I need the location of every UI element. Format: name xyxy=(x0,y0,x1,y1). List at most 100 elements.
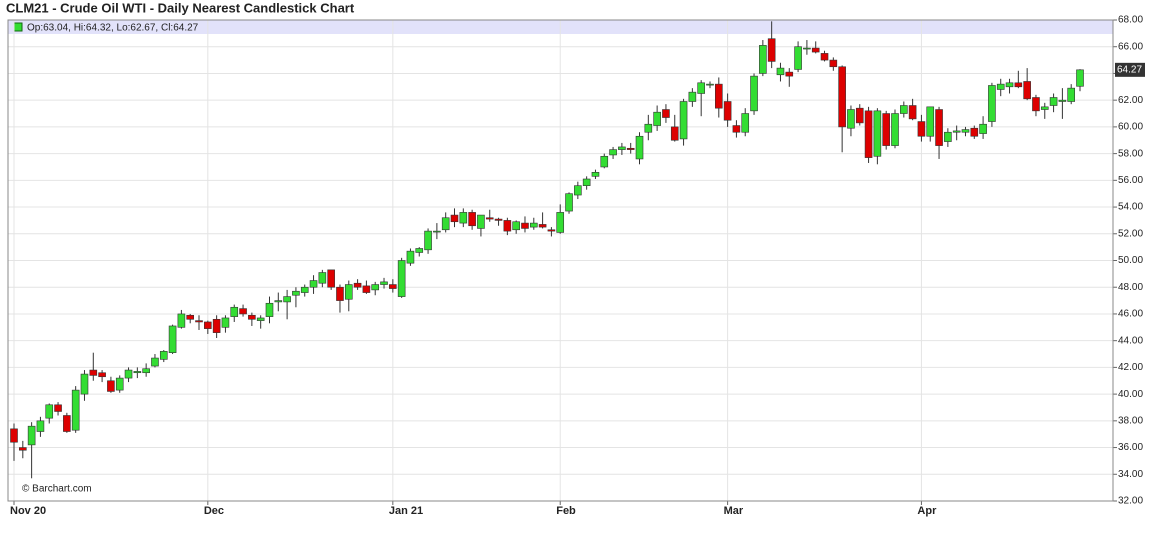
candle-body xyxy=(204,321,212,329)
candle-body xyxy=(759,45,767,74)
y-tick-label: 38.00 xyxy=(1118,415,1143,426)
credit: © Barchart.com xyxy=(22,484,92,495)
candle-body xyxy=(574,185,582,196)
candle-body xyxy=(811,47,820,53)
candle-body xyxy=(239,308,247,315)
candle-body xyxy=(882,113,890,146)
candle-body xyxy=(600,155,609,168)
y-tick-label: 60.00 xyxy=(1118,122,1143,133)
candle-body xyxy=(917,121,926,137)
candle-body xyxy=(371,284,380,291)
candle-body xyxy=(891,113,899,146)
y-tick-label: 46.00 xyxy=(1118,309,1143,320)
candle-body xyxy=(133,371,142,374)
y-tick-label: 34.00 xyxy=(1118,469,1143,480)
candle-body xyxy=(979,123,987,134)
y-tick-label: 54.00 xyxy=(1118,202,1143,213)
candle-body xyxy=(838,66,846,128)
candle-body xyxy=(362,285,371,293)
candle-body xyxy=(1058,99,1067,102)
candle-body xyxy=(785,71,794,77)
candle-body xyxy=(19,447,27,451)
candle-body xyxy=(212,318,221,333)
candle-body xyxy=(265,302,274,317)
candle-body xyxy=(195,320,203,323)
y-tick-label: 32.00 xyxy=(1118,496,1143,507)
candle-body xyxy=(459,212,468,224)
x-tick-label: Feb xyxy=(556,505,576,517)
candle-body xyxy=(723,101,732,121)
candle-body xyxy=(10,428,18,443)
candle-body xyxy=(1023,81,1031,100)
candle-body xyxy=(714,83,723,109)
candle-body xyxy=(168,325,177,353)
last-price-tag xyxy=(1115,62,1145,77)
candle-body xyxy=(1067,87,1075,102)
candle-body xyxy=(274,300,283,303)
x-tick-label: Jan 21 xyxy=(389,505,423,517)
candle-body xyxy=(855,107,864,124)
candle-body xyxy=(961,129,970,133)
candle-body xyxy=(794,46,802,70)
candle-body xyxy=(300,286,309,293)
chart-title: CLM21 - Crude Oil WTI - Daily Nearest Ca… xyxy=(6,0,355,15)
y-tick-label: 48.00 xyxy=(1118,282,1143,293)
candle-body xyxy=(706,83,714,86)
candle-body xyxy=(63,415,71,432)
candle-body xyxy=(750,75,758,112)
candle-body xyxy=(477,214,485,229)
candle-body xyxy=(776,67,785,76)
candle-body xyxy=(970,127,979,137)
candle-body xyxy=(556,212,565,233)
candle-body xyxy=(45,404,54,419)
candle-body xyxy=(89,369,98,376)
candle-body xyxy=(732,125,741,133)
candle-body xyxy=(327,269,335,288)
candle-body xyxy=(230,306,239,317)
candle-body xyxy=(900,105,908,114)
candle-body xyxy=(618,146,626,150)
candle-body xyxy=(591,172,600,177)
candle-body xyxy=(529,222,538,228)
candle-body xyxy=(468,212,476,227)
candle-body xyxy=(1032,97,1040,112)
candle-body xyxy=(256,317,265,321)
candle-body xyxy=(512,221,520,231)
candle-body xyxy=(644,123,653,133)
candle-body xyxy=(803,47,811,50)
x-tick-label: Mar xyxy=(724,505,744,517)
candle-body xyxy=(908,105,917,120)
y-tick-label: 42.00 xyxy=(1118,362,1143,373)
candle-body xyxy=(547,229,556,232)
candle-body xyxy=(159,351,168,360)
candle-body xyxy=(1014,82,1023,88)
candle-body xyxy=(283,296,291,303)
candle-body xyxy=(353,282,362,288)
candle-body xyxy=(36,420,45,432)
candle-body xyxy=(115,377,124,391)
x-tick-label: Nov 20 xyxy=(10,505,46,517)
candle-body xyxy=(653,111,661,126)
y-tick-label: 68.00 xyxy=(1118,15,1143,26)
candle-body xyxy=(221,317,230,328)
candle-body xyxy=(609,149,617,156)
candle-body xyxy=(80,373,89,395)
y-tick-label: 62.00 xyxy=(1118,95,1143,106)
y-tick-label: 40.00 xyxy=(1118,389,1143,400)
candle-body xyxy=(626,147,635,150)
candle-body xyxy=(741,113,750,133)
candle-body xyxy=(944,131,952,142)
candle-body xyxy=(670,126,679,141)
candle-body xyxy=(952,130,961,133)
candle-body xyxy=(309,280,318,288)
candle-body xyxy=(71,389,80,431)
candle-body xyxy=(336,286,344,301)
y-tick-label: 58.00 xyxy=(1118,148,1143,159)
candle-body xyxy=(389,284,397,289)
candle-body xyxy=(54,404,62,412)
candle-body xyxy=(177,313,186,328)
candle-body xyxy=(318,272,327,284)
candle-body xyxy=(926,106,935,137)
candle-body xyxy=(521,222,529,229)
